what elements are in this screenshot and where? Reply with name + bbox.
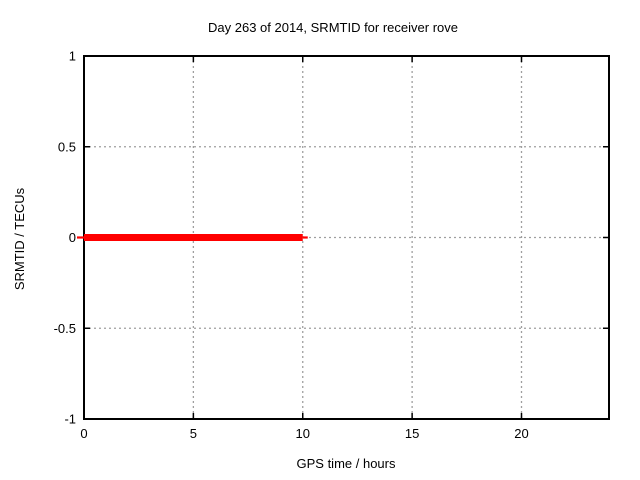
x-tick-label: 15 [405,426,419,441]
chart-title: Day 263 of 2014, SRMTID for receiver rov… [208,20,458,35]
y-tick-label: 0.5 [58,139,76,154]
x-tick-label: 0 [80,426,87,441]
x-tick-label: 20 [514,426,528,441]
x-axis-label: GPS time / hours [297,456,396,471]
y-tick-label: 0 [69,230,76,245]
y-axis-label: SRMTID / TECUs [12,187,27,290]
y-tick-label: -1 [64,412,76,427]
y-tick-label: -0.5 [54,321,76,336]
y-tick-label: 1 [69,49,76,64]
x-tick-label: 10 [296,426,310,441]
x-tick-label: 5 [190,426,197,441]
